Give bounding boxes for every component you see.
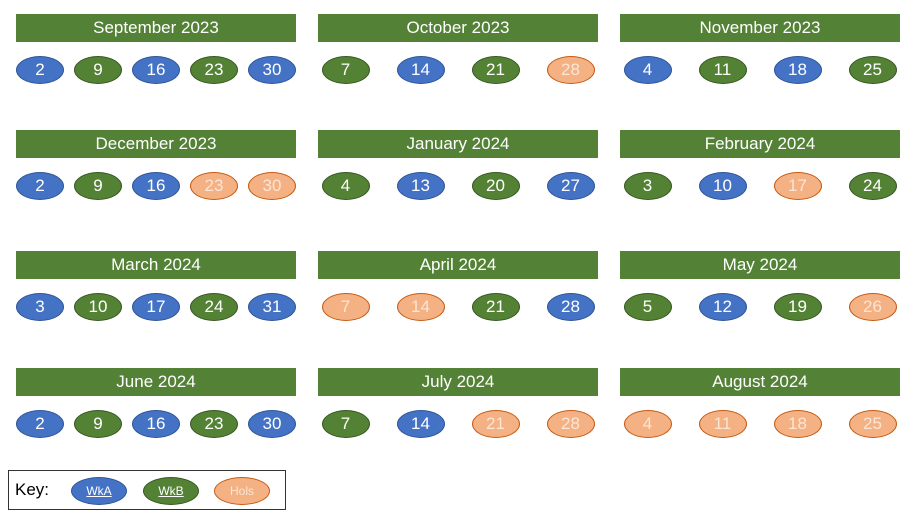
week-b-day: 7 xyxy=(321,410,370,438)
holiday-day: 11 xyxy=(698,410,747,438)
month-header: November 2023 xyxy=(620,14,900,42)
week-b-day: 21 xyxy=(471,56,520,84)
holiday-day: 14 xyxy=(396,293,445,321)
month-header: March 2024 xyxy=(16,251,296,279)
week-a-day: 31 xyxy=(248,293,296,321)
week-a-day: 30 xyxy=(248,410,296,438)
month-header: December 2023 xyxy=(16,130,296,158)
week-a-day: 14 xyxy=(396,410,445,438)
week-a-day: 17 xyxy=(132,293,180,321)
week-b-day: 19 xyxy=(773,293,822,321)
holiday-day: 30 xyxy=(248,172,296,200)
week-b-day: 21 xyxy=(471,293,520,321)
week-b-day: 24 xyxy=(190,293,238,321)
week-a-day: 13 xyxy=(396,172,445,200)
week-b-day: 9 xyxy=(74,56,122,84)
month-header: August 2024 xyxy=(620,368,900,396)
week-b-day: 3 xyxy=(623,172,672,200)
week-a-day: 27 xyxy=(546,172,595,200)
month-header: April 2024 xyxy=(318,251,598,279)
holiday-day: 23 xyxy=(190,172,238,200)
holiday-day: 26 xyxy=(848,293,897,321)
holiday-day: 7 xyxy=(321,293,370,321)
week-b-day: 9 xyxy=(74,172,122,200)
week-a-day: 4 xyxy=(623,56,672,84)
month-header: September 2023 xyxy=(16,14,296,42)
key-hols-pill: Hols xyxy=(214,477,270,505)
week-b-day: 9 xyxy=(74,410,122,438)
week-b-day: 20 xyxy=(471,172,520,200)
week-b-day: 24 xyxy=(848,172,897,200)
week-b-day: 23 xyxy=(190,410,238,438)
key-label: Key: xyxy=(15,480,50,499)
month-header: February 2024 xyxy=(620,130,900,158)
holiday-day: 25 xyxy=(848,410,897,438)
week-a-day: 16 xyxy=(132,56,180,84)
holiday-day: 17 xyxy=(773,172,822,200)
week-a-day: 14 xyxy=(396,56,445,84)
holiday-day: 28 xyxy=(546,410,595,438)
week-a-day: 30 xyxy=(248,56,296,84)
holiday-day: 4 xyxy=(623,410,672,438)
week-b-day: 5 xyxy=(623,293,672,321)
week-a-day: 2 xyxy=(16,56,64,84)
week-b-day: 4 xyxy=(321,172,370,200)
holiday-day: 18 xyxy=(773,410,822,438)
week-a-day: 2 xyxy=(16,172,64,200)
week-a-day: 12 xyxy=(698,293,747,321)
month-header: January 2024 xyxy=(318,130,598,158)
key-wka-pill: WkA xyxy=(71,477,127,505)
week-b-day: 11 xyxy=(698,56,747,84)
holiday-day: 28 xyxy=(546,56,595,84)
key-legend: Key: WkA WkB Hols xyxy=(8,470,286,510)
week-a-day: 3 xyxy=(16,293,64,321)
month-header: May 2024 xyxy=(620,251,900,279)
week-b-day: 10 xyxy=(74,293,122,321)
holiday-day: 21 xyxy=(471,410,520,438)
week-a-day: 10 xyxy=(698,172,747,200)
key-wkb-pill: WkB xyxy=(143,477,199,505)
month-header: July 2024 xyxy=(318,368,598,396)
week-a-day: 2 xyxy=(16,410,64,438)
month-header: June 2024 xyxy=(16,368,296,396)
week-b-day: 25 xyxy=(848,56,897,84)
week-a-day: 28 xyxy=(546,293,595,321)
week-b-day: 7 xyxy=(321,56,370,84)
month-header: October 2023 xyxy=(318,14,598,42)
week-a-day: 18 xyxy=(773,56,822,84)
week-b-day: 23 xyxy=(190,56,238,84)
week-a-day: 16 xyxy=(132,172,180,200)
week-a-day: 16 xyxy=(132,410,180,438)
